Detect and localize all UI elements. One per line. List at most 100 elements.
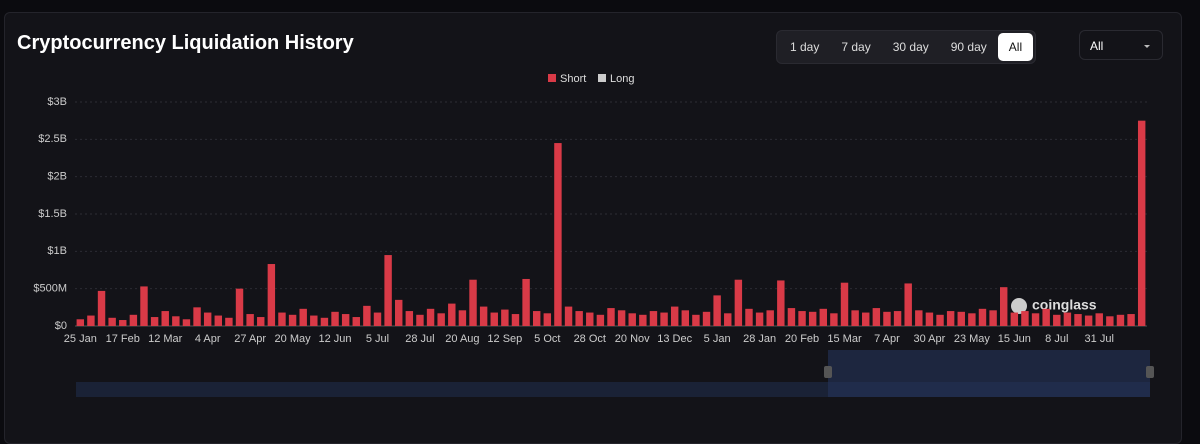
x-tick-label: 30 Apr [914, 333, 946, 345]
bar [617, 310, 626, 326]
x-tick-label: 20 Feb [785, 333, 819, 345]
dropdown[interactable]: All [1079, 30, 1163, 60]
x-tick-label: 12 Jun [319, 333, 352, 345]
bar [331, 311, 339, 326]
range-button[interactable]: 1 day [790, 40, 820, 54]
bar [999, 287, 1008, 326]
x-tick-label: 27 Apr [234, 333, 266, 345]
bar [87, 315, 95, 326]
bar [968, 313, 976, 326]
bar [1116, 314, 1125, 326]
range-button[interactable]: 30 day [892, 40, 929, 54]
bar [830, 313, 838, 326]
x-tick-label: 15 Jun [998, 333, 1031, 345]
bar [904, 283, 912, 326]
zoom-window[interactable] [828, 350, 1150, 397]
legend-label[interactable]: Short [560, 73, 586, 85]
x-tick-label: 8 Jul [1045, 333, 1068, 345]
x-tick-label: 5 Jan [704, 333, 731, 345]
bar [766, 310, 774, 326]
bar [989, 310, 997, 326]
bar [607, 308, 615, 326]
bar [840, 282, 849, 326]
y-tick-label: $3B [47, 96, 67, 108]
y-tick-label: $1.5B [38, 208, 67, 220]
bar [925, 312, 934, 326]
x-tick-label: 20 Nov [615, 333, 650, 345]
bar [352, 317, 360, 326]
watermark: coinglass [1032, 297, 1097, 313]
bar [586, 312, 594, 326]
bar [203, 312, 212, 326]
bar [511, 314, 520, 326]
range-button[interactable]: All [997, 33, 1034, 61]
x-tick-label: 28 Jul [405, 333, 434, 345]
bar [915, 310, 923, 326]
bar [299, 308, 307, 326]
x-tick-label: 4 Apr [195, 333, 221, 345]
bar [1010, 312, 1019, 326]
bar [957, 311, 965, 326]
bar [235, 288, 244, 326]
title: Cryptocurrency Liquidation History [17, 32, 354, 54]
zoom-handle[interactable] [1146, 366, 1154, 378]
x-tick-label: 12 Sep [487, 333, 522, 345]
bar [628, 313, 636, 326]
bar [596, 314, 605, 326]
range-button[interactable]: 90 day [950, 40, 987, 54]
bar [150, 317, 159, 326]
bar [532, 311, 541, 326]
bar [1137, 120, 1146, 327]
bar [437, 313, 445, 326]
watermark-logo [1011, 298, 1027, 314]
bar [670, 306, 679, 326]
bar [1031, 313, 1040, 326]
bar [182, 319, 191, 326]
bar [543, 313, 552, 326]
range-button[interactable]: 7 day [841, 40, 871, 54]
bar [395, 299, 403, 326]
bar [639, 314, 647, 326]
legend-label[interactable]: Long [610, 73, 634, 85]
bar [819, 308, 827, 326]
range-buttons: 1 day 7 day 30 day 90 day All [776, 30, 1037, 64]
bar [745, 308, 753, 326]
bar [426, 308, 435, 326]
bar [225, 317, 233, 326]
bar [1095, 313, 1103, 326]
bar [660, 312, 668, 326]
x-tick-label: 25 Jan [64, 333, 97, 345]
bar [341, 314, 350, 326]
bar [278, 312, 286, 326]
bar [883, 311, 891, 326]
bar [129, 314, 138, 326]
x-tick-label: 17 Feb [106, 333, 140, 345]
bar [214, 315, 223, 326]
bar [872, 308, 881, 326]
bar [490, 312, 498, 326]
bar [1042, 308, 1050, 326]
bar [777, 280, 785, 326]
zoom-handle[interactable] [824, 366, 832, 378]
bar [108, 317, 116, 326]
bar [469, 279, 477, 326]
bar [384, 255, 392, 326]
bar [893, 311, 902, 326]
bar [946, 311, 955, 326]
page: Cryptocurrency Liquidation History 1 day… [4, 12, 1182, 444]
bar [320, 317, 329, 326]
bar [702, 311, 711, 326]
bar [862, 312, 870, 326]
bar [692, 314, 700, 326]
bar [1074, 314, 1082, 326]
x-tick-label: 7 Apr [874, 333, 900, 345]
x-tick-label: 20 May [275, 333, 312, 345]
y-tick-label: $500M [33, 283, 67, 295]
bar [564, 306, 573, 326]
x-tick-label: 28 Jan [743, 333, 776, 345]
x-tick-label: 31 Jul [1085, 333, 1114, 345]
bar [734, 279, 743, 326]
bar [193, 307, 201, 326]
bar [363, 305, 371, 326]
bar [554, 143, 562, 326]
